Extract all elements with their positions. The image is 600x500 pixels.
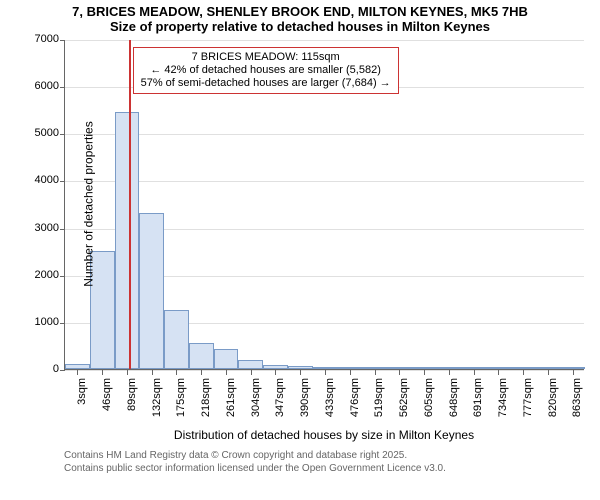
y-tick-label: 7000	[35, 33, 59, 45]
annotation-line: 57% of semi-detached houses are larger (…	[141, 77, 391, 90]
histogram-bar	[263, 365, 288, 369]
plot-area: 010002000300040005000600070003sqm46sqm89…	[64, 40, 584, 370]
x-tick-label: 304sqm	[250, 378, 262, 417]
y-tick-mark	[60, 87, 65, 88]
x-tick-mark	[523, 370, 524, 375]
x-tick-label: 691sqm	[473, 378, 485, 417]
grid-line	[65, 134, 584, 135]
x-tick-mark	[375, 370, 376, 375]
y-tick-label: 3000	[35, 222, 59, 234]
y-tick-mark	[60, 323, 65, 324]
histogram-bar	[560, 367, 585, 369]
x-tick-label: 218sqm	[200, 378, 212, 417]
x-tick-mark	[102, 370, 103, 375]
y-tick-label: 1000	[35, 316, 59, 328]
histogram-bar	[115, 112, 140, 369]
x-tick-mark	[275, 370, 276, 375]
x-tick-mark	[77, 370, 78, 375]
histogram-bar	[189, 343, 214, 369]
x-tick-label: 605sqm	[423, 378, 435, 417]
x-tick-mark	[573, 370, 574, 375]
x-tick-label: 519sqm	[374, 378, 386, 417]
footnote-line: Contains HM Land Registry data © Crown c…	[64, 450, 407, 461]
y-axis-label: Number of detached properties	[82, 121, 96, 286]
histogram-bar	[164, 310, 189, 369]
x-tick-mark	[424, 370, 425, 375]
title-text: 7, BRICES MEADOW, SHENLEY BROOK END, MIL…	[72, 4, 528, 19]
x-tick-mark	[498, 370, 499, 375]
chart-title: 7, BRICES MEADOW, SHENLEY BROOK END, MIL…	[0, 0, 600, 19]
x-tick-label: 433sqm	[324, 378, 336, 417]
y-tick-mark	[60, 181, 65, 182]
x-tick-label: 3sqm	[76, 378, 88, 405]
histogram-bar	[337, 367, 362, 369]
x-tick-mark	[251, 370, 252, 375]
y-tick-label: 2000	[35, 269, 59, 281]
x-tick-mark	[152, 370, 153, 375]
x-tick-mark	[548, 370, 549, 375]
x-tick-label: 777sqm	[522, 378, 534, 417]
y-tick-mark	[60, 134, 65, 135]
y-tick-label: 6000	[35, 80, 59, 92]
x-axis-label: Distribution of detached houses by size …	[64, 428, 584, 442]
histogram-bar	[486, 367, 511, 369]
y-tick-mark	[60, 40, 65, 41]
x-tick-label: 390sqm	[299, 378, 311, 417]
x-tick-label: 863sqm	[572, 378, 584, 417]
footnote-line: Contains public sector information licen…	[64, 463, 446, 474]
container: 7, BRICES MEADOW, SHENLEY BROOK END, MIL…	[0, 0, 600, 500]
x-tick-label: 132sqm	[151, 378, 163, 417]
reference-line	[129, 40, 131, 369]
y-tick-mark	[60, 370, 65, 371]
histogram-bar	[362, 367, 387, 369]
x-tick-mark	[226, 370, 227, 375]
y-tick-label: 4000	[35, 174, 59, 186]
annotation-line: 7 BRICES MEADOW: 115sqm	[141, 51, 391, 64]
histogram-bar	[511, 367, 536, 369]
y-tick-label: 0	[53, 363, 59, 375]
x-tick-mark	[201, 370, 202, 375]
x-tick-label: 347sqm	[274, 378, 286, 417]
grid-line	[65, 40, 584, 41]
x-tick-label: 175sqm	[175, 378, 187, 417]
histogram-bar	[412, 367, 437, 369]
x-tick-mark	[176, 370, 177, 375]
y-tick-mark	[60, 276, 65, 277]
histogram-bar	[313, 367, 338, 369]
histogram-bar	[65, 364, 90, 369]
grid-line	[65, 181, 584, 182]
histogram-bar	[214, 349, 239, 369]
x-tick-mark	[127, 370, 128, 375]
histogram-bar	[288, 366, 313, 369]
x-tick-label: 820sqm	[547, 378, 559, 417]
x-tick-mark	[325, 370, 326, 375]
x-tick-mark	[300, 370, 301, 375]
histogram-bar	[535, 367, 560, 369]
x-tick-label: 648sqm	[448, 378, 460, 417]
subtitle-text: Size of property relative to detached ho…	[110, 19, 490, 34]
annotation-line: ← 42% of detached houses are smaller (5,…	[141, 64, 391, 77]
histogram-bar	[238, 360, 263, 369]
x-tick-mark	[350, 370, 351, 375]
x-tick-label: 476sqm	[349, 378, 361, 417]
x-tick-label: 46sqm	[101, 378, 113, 411]
histogram-bar	[436, 367, 461, 369]
chart-subtitle: Size of property relative to detached ho…	[0, 19, 600, 34]
x-tick-mark	[474, 370, 475, 375]
x-tick-label: 562sqm	[398, 378, 410, 417]
histogram-bar	[461, 367, 486, 369]
x-tick-label: 89sqm	[126, 378, 138, 411]
y-tick-mark	[60, 229, 65, 230]
annotation-box: 7 BRICES MEADOW: 115sqm← 42% of detached…	[133, 47, 399, 95]
y-tick-label: 5000	[35, 127, 59, 139]
histogram-bar	[139, 213, 164, 369]
x-tick-label: 734sqm	[497, 378, 509, 417]
histogram-bar	[387, 367, 412, 369]
x-tick-label: 261sqm	[225, 378, 237, 417]
x-tick-mark	[449, 370, 450, 375]
x-tick-mark	[399, 370, 400, 375]
